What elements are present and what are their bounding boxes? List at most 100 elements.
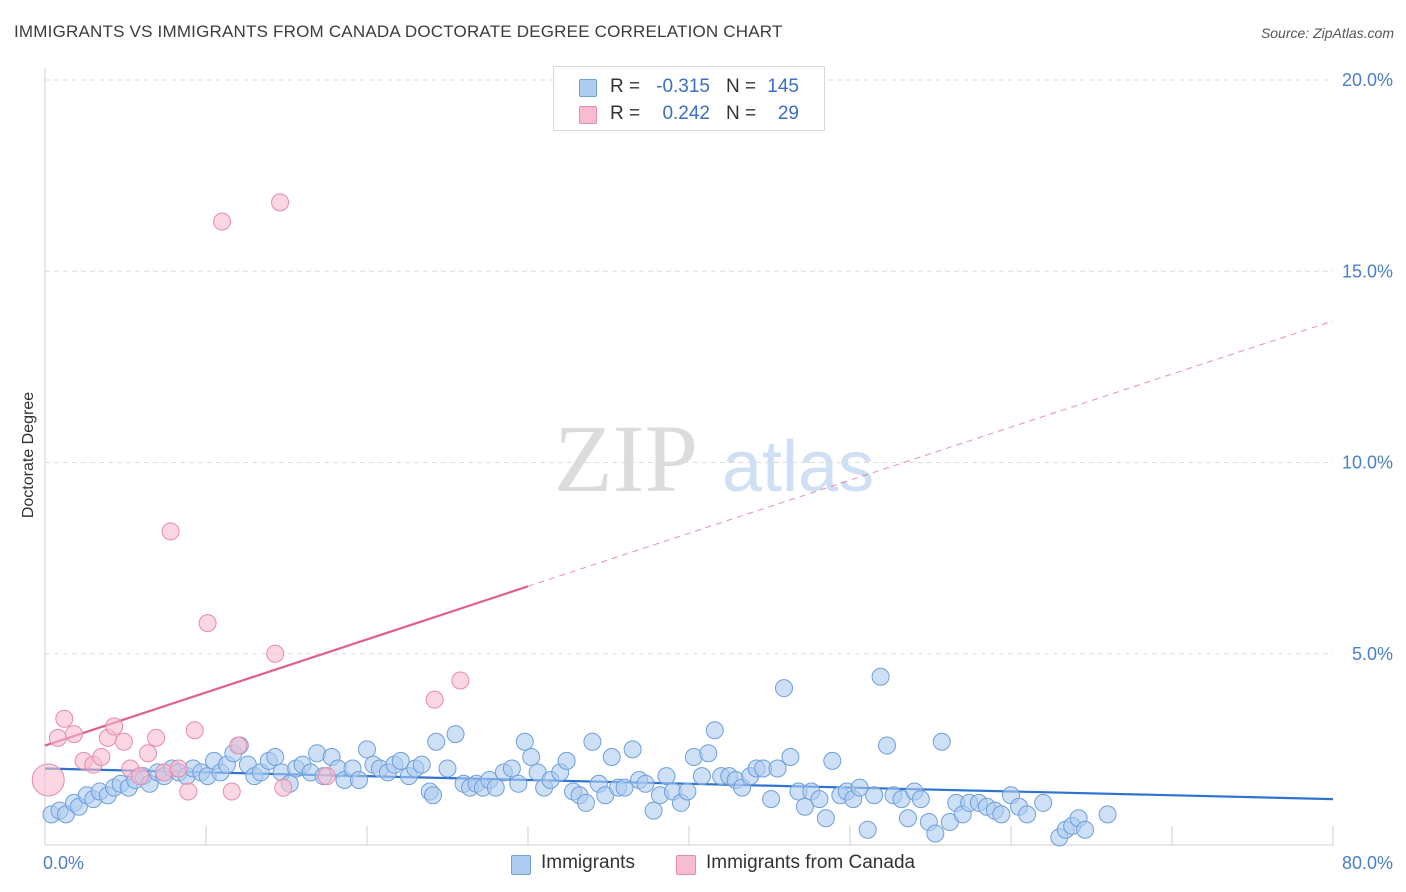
grid-lines	[45, 79, 1333, 655]
immigrants-point	[705, 721, 724, 740]
immigrants-points	[42, 667, 1117, 847]
immigrants-point	[644, 801, 663, 820]
immigrants-point	[699, 744, 718, 763]
immigrants-point	[871, 667, 890, 686]
legend-row-immigrants: R = -0.315 N = 145	[554, 74, 824, 102]
legend-swatch-canada	[676, 855, 696, 875]
canada-point	[185, 721, 204, 740]
canada-point	[266, 644, 285, 663]
legend-r-label: R =	[610, 103, 641, 124]
series-legend: Immigrants Immigrants from Canada	[0, 852, 1406, 878]
canada-point	[169, 759, 188, 778]
immigrants-point	[762, 790, 781, 809]
legend-n-value: 145	[767, 76, 799, 97]
immigrants-point	[781, 748, 800, 767]
watermark: ZIP atlas	[554, 405, 874, 512]
immigrants-point	[557, 751, 576, 770]
canada-point	[274, 778, 293, 797]
immigrants-point	[576, 793, 595, 812]
x-tick-label: 80.0%	[1342, 853, 1393, 873]
watermark-zip: ZIP	[554, 405, 698, 512]
canada-point	[130, 767, 149, 786]
y-axis-label: Doctorate Degree	[20, 392, 37, 518]
canada-point	[425, 690, 444, 709]
immigrants-point	[816, 809, 835, 828]
immigrants-point	[1034, 793, 1053, 812]
immigrants-point	[774, 679, 793, 698]
canada-trend-line-solid	[44, 585, 529, 747]
y-tick-label: 10.0%	[1342, 453, 1393, 473]
canada-point	[451, 671, 470, 690]
immigrants-point	[583, 732, 602, 751]
immigrants-point	[522, 748, 541, 767]
canada-point	[179, 782, 198, 801]
legend-r-value: 0.242	[662, 103, 710, 124]
immigrants-point	[446, 725, 465, 744]
canada-point	[161, 522, 180, 541]
immigrants-point	[865, 786, 884, 805]
canada-point	[213, 212, 232, 231]
canada-point	[147, 728, 166, 747]
y-tick-label: 5.0%	[1352, 644, 1393, 664]
watermark-atlas: atlas	[722, 427, 874, 507]
correlation-legend: R = -0.315 N = 145 R = 0.242 N = 29	[553, 66, 825, 131]
canada-point	[139, 744, 158, 763]
immigrants-point	[823, 751, 842, 770]
legend-label-immigrants: Immigrants	[541, 852, 635, 873]
immigrants-point	[911, 790, 930, 809]
legend-swatch-immigrants	[511, 855, 531, 875]
immigrants-point	[878, 736, 897, 755]
trend-lines	[44, 320, 1334, 801]
legend-label-canada: Immigrants from Canada	[706, 852, 916, 873]
immigrants-point	[1098, 805, 1117, 824]
immigrants-point	[602, 748, 621, 767]
y-tick-label: 15.0%	[1342, 261, 1393, 281]
canada-point	[229, 736, 248, 755]
canada-trend-line-dashed	[527, 320, 1334, 587]
immigrants-point	[349, 770, 368, 789]
x-tick-label: 0.0%	[43, 853, 84, 873]
y-tick-label: 20.0%	[1342, 70, 1393, 90]
immigrants-point	[623, 740, 642, 759]
chart-title: IMMIGRANTS VS IMMIGRANTS FROM CANADA DOC…	[14, 22, 783, 41]
legend-swatch-canada	[579, 106, 597, 124]
source-credit: Source: ZipAtlas.com	[1260, 25, 1394, 41]
canada-point	[317, 767, 336, 786]
immigrants-point	[391, 751, 410, 770]
immigrants-point	[412, 755, 431, 774]
legend-r-value: -0.315	[656, 76, 710, 97]
immigrants-point	[358, 740, 376, 759]
immigrants-point	[515, 732, 534, 751]
immigrants-point	[992, 805, 1011, 824]
immigrants-point	[615, 778, 634, 797]
immigrants-point	[926, 824, 945, 843]
axes	[44, 68, 1334, 846]
legend-n-value: 29	[777, 103, 799, 124]
immigrants-point	[486, 778, 505, 797]
legend-row-canada: R = 0.242 N = 29	[554, 101, 824, 129]
legend-r-label: R =	[610, 76, 641, 97]
immigrants-point	[427, 732, 446, 751]
canada-point	[222, 782, 241, 801]
immigrants-point	[636, 774, 655, 793]
canada-point	[271, 193, 290, 212]
tick-labels: 5.0% 10.0% 15.0% 20.0% 0.0% 80.0%	[43, 70, 1393, 873]
immigrants-point	[1076, 820, 1095, 839]
immigrants-point	[509, 774, 528, 793]
immigrants-point	[850, 778, 869, 797]
legend-n-label: N =	[726, 76, 757, 97]
immigrants-point	[1018, 805, 1037, 824]
canada-point	[114, 732, 133, 751]
canada-point	[31, 763, 65, 797]
legend-swatch-immigrants	[579, 79, 597, 97]
immigrants-point	[678, 782, 697, 801]
immigrants-point	[898, 809, 917, 828]
canada-point	[198, 614, 217, 633]
immigrants-point	[424, 786, 443, 805]
legend-n-label: N =	[726, 103, 757, 124]
immigrants-point	[810, 790, 829, 809]
canada-point	[92, 748, 111, 767]
canada-points	[31, 193, 470, 801]
immigrants-point	[438, 759, 457, 778]
